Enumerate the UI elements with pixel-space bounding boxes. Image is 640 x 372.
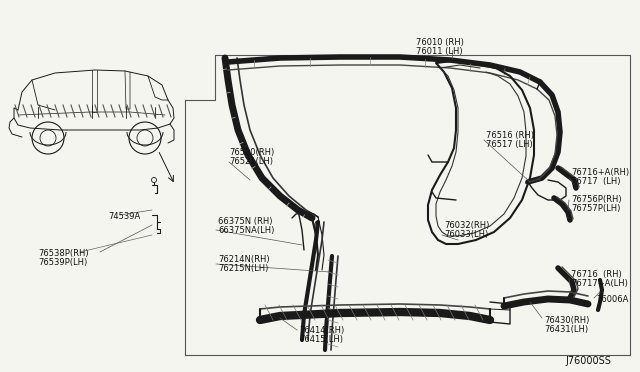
Text: 76756P(RH): 76756P(RH) (571, 195, 621, 204)
Text: 76521(LH): 76521(LH) (229, 157, 273, 166)
Text: 76032(RH): 76032(RH) (444, 221, 490, 230)
Text: 76516 (RH): 76516 (RH) (486, 131, 534, 140)
Text: 76717  (LH): 76717 (LH) (571, 177, 621, 186)
Text: 76214N(RH): 76214N(RH) (218, 255, 269, 264)
Text: 76520(RH): 76520(RH) (229, 148, 275, 157)
Text: 76717+A(LH): 76717+A(LH) (571, 279, 628, 288)
Text: 74539A: 74539A (108, 212, 140, 221)
Text: 76538P(RH): 76538P(RH) (38, 249, 88, 258)
Text: 66375N (RH): 66375N (RH) (218, 217, 273, 226)
Text: J76000SS: J76000SS (565, 356, 611, 366)
Text: 76430(RH): 76430(RH) (544, 316, 589, 325)
Text: 76010 (RH): 76010 (RH) (416, 38, 464, 47)
Text: 76415(LH): 76415(LH) (299, 335, 343, 344)
Text: 76414(RH): 76414(RH) (299, 326, 344, 335)
Text: 76517 (LH): 76517 (LH) (486, 140, 532, 149)
Text: 76431(LH): 76431(LH) (544, 325, 588, 334)
Text: 76757P(LH): 76757P(LH) (571, 204, 620, 213)
Text: 76716+A(RH): 76716+A(RH) (571, 168, 629, 177)
Text: 76215N(LH): 76215N(LH) (218, 264, 268, 273)
Text: 76011 (LH): 76011 (LH) (416, 47, 463, 56)
Text: 76716  (RH): 76716 (RH) (571, 270, 621, 279)
Text: 76006A: 76006A (596, 295, 628, 304)
Text: 76033(LH): 76033(LH) (444, 230, 488, 239)
Text: 66375NA(LH): 66375NA(LH) (218, 226, 275, 235)
Text: 76539P(LH): 76539P(LH) (38, 258, 87, 267)
